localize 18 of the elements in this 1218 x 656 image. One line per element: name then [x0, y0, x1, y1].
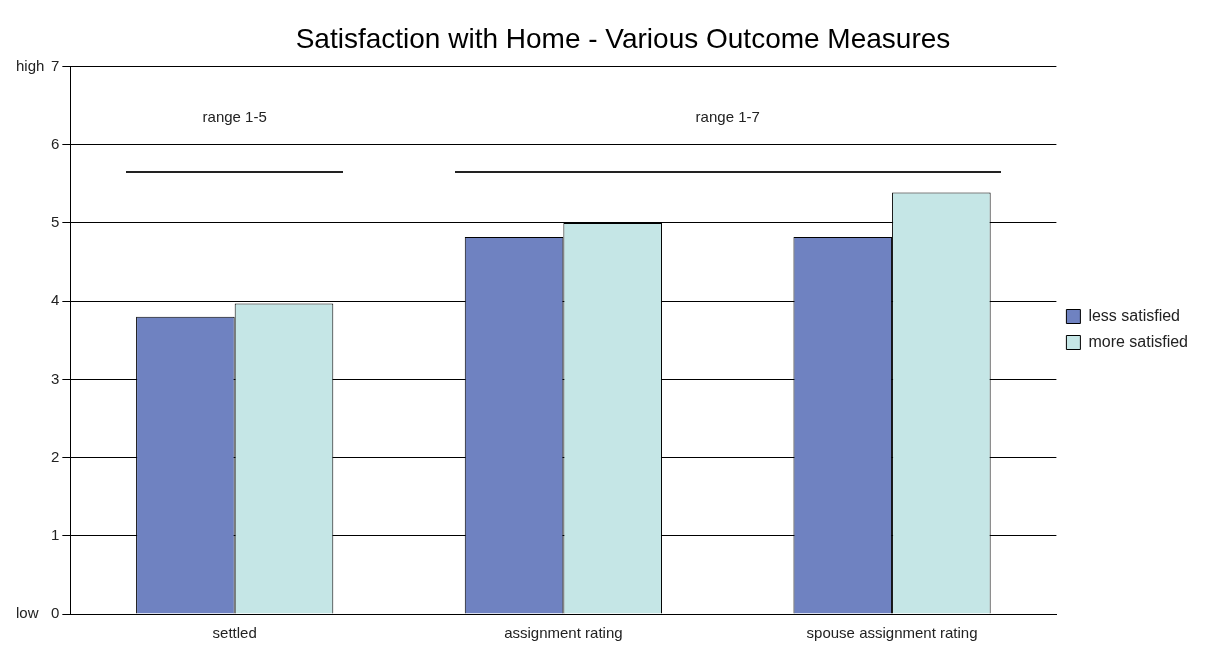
annotation: range 1-7 [695, 107, 760, 125]
y-tick-label: 3 [51, 369, 60, 387]
y-tick-label: 7 [51, 56, 60, 74]
legend-label: more satisfied [1088, 332, 1188, 350]
y-tick-label: 1 [51, 525, 60, 543]
y-tick-label: 0 [51, 604, 60, 622]
y-tick-label: 2 [51, 447, 60, 465]
x-tick-label: assignment rating [504, 624, 623, 642]
text: high [16, 56, 45, 74]
y-tick-label: 5 [51, 213, 60, 231]
annotation: range 1-5 [202, 107, 267, 125]
chart-title: Satisfaction with Home - Various Outcome Measures [295, 22, 951, 54]
y-tick-label: 4 [51, 291, 60, 309]
x-tick-label: spouse assignment rating [806, 624, 978, 642]
x-tick-label: settled [212, 624, 257, 642]
text: low [16, 604, 39, 622]
y-tick-label: 6 [51, 134, 60, 152]
legend-label: less satisfied [1088, 306, 1180, 324]
